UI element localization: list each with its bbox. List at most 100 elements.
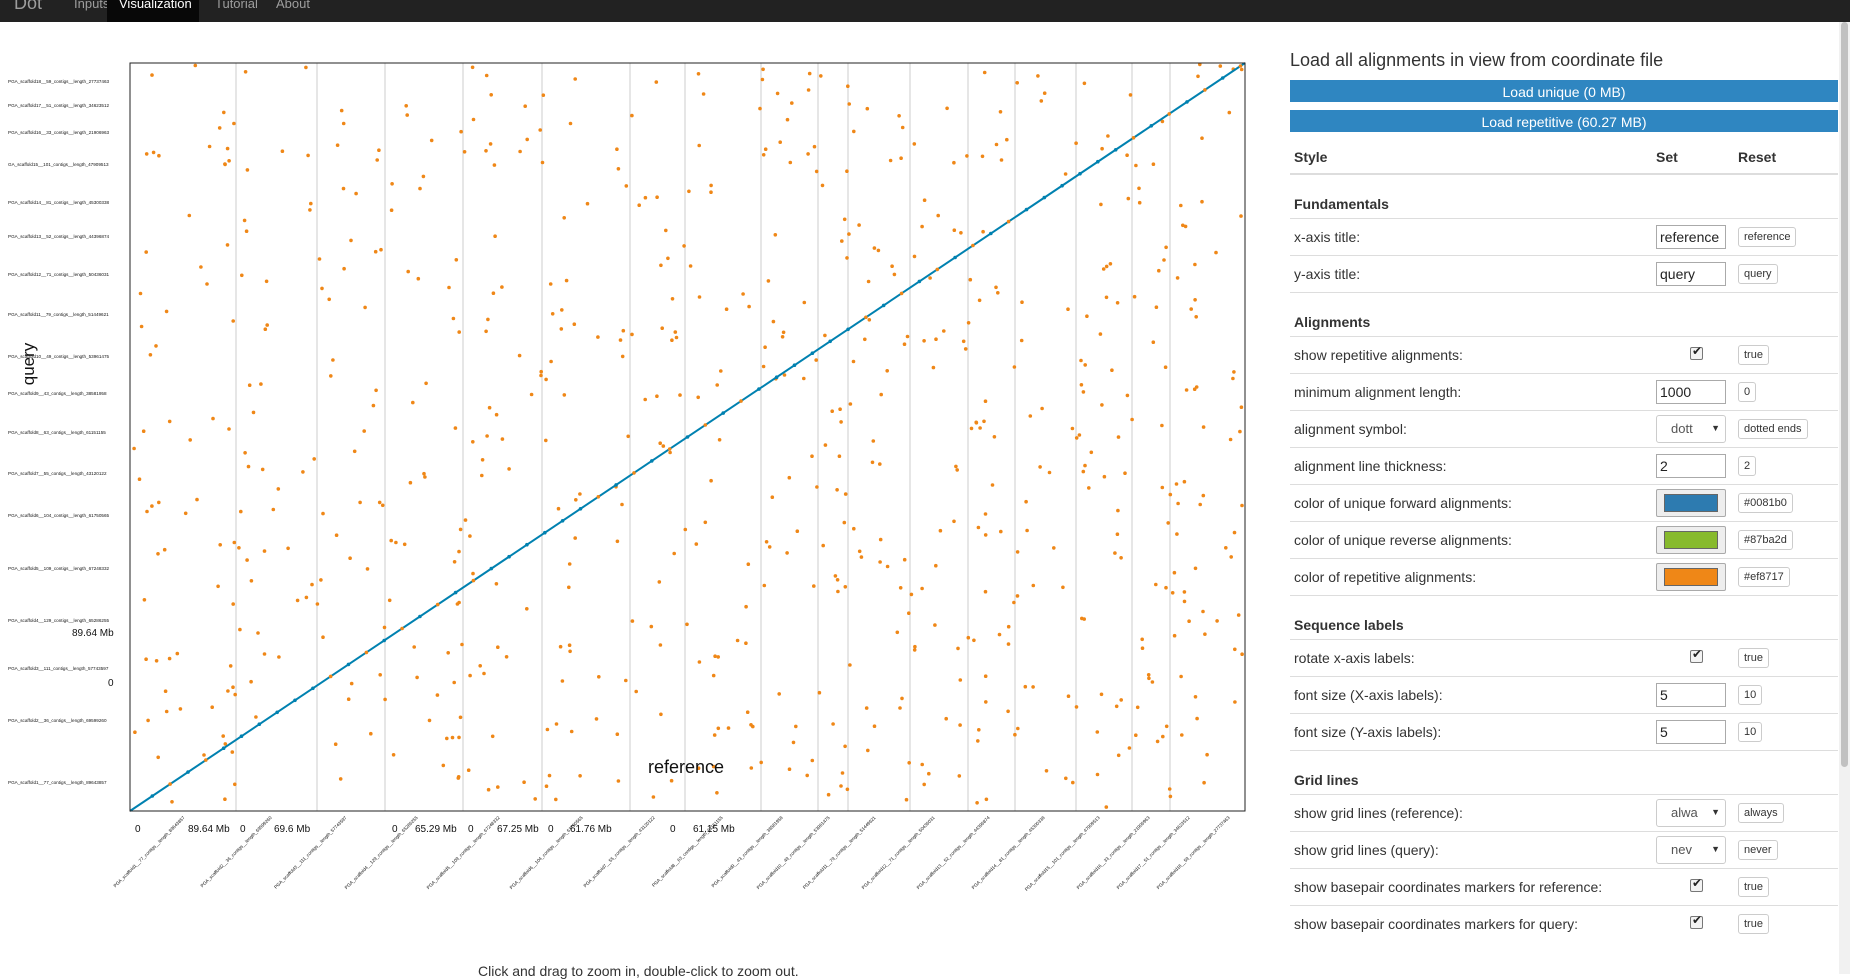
repetitive-alignment-dot <box>843 492 848 496</box>
repetitive-alignment-dot <box>983 512 988 516</box>
repetitive-alignment-dot <box>573 536 577 540</box>
repetitive-alignment-dot <box>569 729 574 734</box>
repetitive-alignment-dot <box>870 460 875 465</box>
repetitive-alignment-dot <box>244 229 249 233</box>
bp-markers-reference-reset-button[interactable]: true <box>1738 876 1769 897</box>
grid-query-reset-button[interactable]: never <box>1738 839 1778 860</box>
repetitive-alignment-dot <box>578 492 582 496</box>
repetitive-alignment-dot <box>1146 673 1151 677</box>
repetitive-alignment-dot <box>626 434 630 439</box>
repetitive-alignment-dot <box>547 773 552 778</box>
grid-lines <box>235 63 1171 811</box>
x-coordinate-marker: 89.64 Mb <box>188 824 230 835</box>
show-repetitive-reset-button[interactable]: true <box>1738 344 1769 365</box>
repetitive-alignment-dot <box>781 330 786 335</box>
repetitive-alignment-dot <box>682 244 686 248</box>
repetitive-alignment-dot <box>312 457 317 461</box>
tab-about[interactable]: About <box>276 0 310 11</box>
forward-color-picker[interactable] <box>1656 488 1726 517</box>
show-repetitive-checkbox[interactable]: ✔ <box>1690 344 1703 360</box>
repetitive-alignment-dot <box>1024 499 1028 504</box>
repetitive-alignment-dot <box>1196 74 1200 79</box>
grid-reference-select[interactable]: alwa ▼ <box>1656 798 1726 827</box>
repetitive-alignment-dot <box>794 724 798 729</box>
line-thickness-reset-button[interactable]: 2 <box>1738 455 1757 476</box>
tab-visualization[interactable]: Visualization <box>107 0 199 22</box>
dotplot-area[interactable]: PGA_scaffold18__59_contigs__length_27737… <box>0 22 1275 979</box>
x-label-font-size-reset-button[interactable]: 10 <box>1738 684 1763 705</box>
app-brand[interactable]: Dot <box>14 0 43 13</box>
bp-markers-reference-checkbox[interactable]: ✔ <box>1690 876 1703 892</box>
grid-query-select[interactable]: nev ▼ <box>1656 835 1726 864</box>
alignment-symbol-reset-button[interactable]: dotted ends <box>1738 418 1808 439</box>
repetitive-alignment-dot <box>839 784 843 788</box>
bp-markers-query-reset-button[interactable]: true <box>1738 913 1769 934</box>
repetitive-alignment-dot <box>1128 93 1133 97</box>
bp-markers-query-checkbox[interactable]: ✔ <box>1690 913 1703 929</box>
tab-tutorial[interactable]: Tutorial <box>215 0 258 11</box>
y-label-font-size-reset-button[interactable]: 10 <box>1738 721 1763 742</box>
scrollbar-thumb[interactable] <box>1841 22 1848 767</box>
repetitive-alignment-dot <box>144 657 148 661</box>
repetitive-alignment-dot <box>927 771 931 776</box>
rotate-x-labels-reset-button[interactable]: true <box>1738 647 1769 668</box>
repetitive-alignment-dot <box>651 795 656 799</box>
alignment-end-marker <box>560 519 565 523</box>
repetitive-alignment-dot <box>548 282 553 286</box>
forward-color-reset-button[interactable]: #0081b0 <box>1738 492 1793 513</box>
repetitive-alignment-dot <box>1195 716 1199 721</box>
repetitive-alignment-dot <box>1015 550 1020 554</box>
x-axis-title-input[interactable] <box>1656 224 1726 249</box>
repetitive-alignment-dot <box>957 774 962 778</box>
repetitive-color-picker[interactable] <box>1656 562 1726 591</box>
repetitive-alignment-dot <box>965 154 969 158</box>
min-length-reset-button[interactable]: 0 <box>1738 381 1757 402</box>
alignment-end-marker <box>703 423 708 427</box>
repetitive-alignment-dot <box>154 344 158 348</box>
repetitive-alignment-dot <box>233 782 237 787</box>
repetitive-alignment-dot <box>167 419 172 424</box>
tab-inputs[interactable]: Inputs <box>74 0 110 11</box>
repetitive-alignment-dot <box>304 65 308 70</box>
y-label-font-size-input[interactable] <box>1656 719 1726 744</box>
reverse-color-picker[interactable] <box>1656 525 1726 554</box>
repetitive-alignment-dot <box>952 160 956 165</box>
repetitive-alignment-dot <box>228 664 233 668</box>
repetitive-color-reset-button[interactable]: #ef8717 <box>1738 566 1790 587</box>
repetitive-alignment-dot <box>309 201 313 206</box>
repetitive-alignment-dot <box>659 712 663 717</box>
x-axis-title-reset-button[interactable]: reference <box>1738 226 1797 247</box>
alignment-end-marker <box>525 542 529 547</box>
repetitive-alignment-dot <box>815 485 819 489</box>
min-length-input[interactable] <box>1656 379 1726 404</box>
repetitive-alignment-dot <box>380 503 385 508</box>
repetitive-alignment-dot <box>1012 600 1016 605</box>
dotplot-svg[interactable]: PGA_scaffold18__59_contigs__length_27737… <box>0 22 1275 974</box>
y-coordinate-marker-top: 89.64 Mb <box>72 628 114 639</box>
repetitive-alignment-dot <box>823 333 827 338</box>
repetitive-alignment-dot <box>304 595 309 600</box>
repetitive-alignment-dot <box>518 149 522 154</box>
alignment-symbol-select[interactable]: dott ▼ <box>1656 414 1726 443</box>
repetitive-alignment-dot <box>373 249 378 254</box>
repetitive-alignment-dot <box>1134 163 1138 168</box>
repetitive-alignment-dot <box>471 440 475 444</box>
line-thickness-input[interactable] <box>1656 453 1726 478</box>
grid-reference-reset-button[interactable]: always <box>1738 802 1784 823</box>
alignment-end-marker <box>239 734 244 738</box>
repetitive-alignment-dot <box>866 748 870 753</box>
row-label: alignment line thickness: <box>1290 446 1652 484</box>
repetitive-alignment-dot <box>659 263 663 268</box>
load-repetitive-button[interactable]: Load repetitive (60.27 MB) <box>1290 110 1838 132</box>
repetitive-alignment-dot <box>226 689 230 693</box>
x-label-font-size-input[interactable] <box>1656 682 1726 707</box>
y-axis-title-input[interactable] <box>1656 261 1726 286</box>
reverse-color-reset-button[interactable]: #87ba2d <box>1738 529 1793 550</box>
rotate-x-labels-checkbox[interactable]: ✔ <box>1690 647 1703 663</box>
page-scrollbar[interactable] <box>1839 22 1850 974</box>
alignment-end-marker <box>1096 159 1100 164</box>
y-axis-title-reset-button[interactable]: query <box>1738 263 1778 284</box>
repetitive-alignment-dot <box>1079 383 1084 387</box>
repetitive-alignment-dot <box>1099 202 1103 207</box>
load-unique-button[interactable]: Load unique (0 MB) <box>1290 80 1838 102</box>
